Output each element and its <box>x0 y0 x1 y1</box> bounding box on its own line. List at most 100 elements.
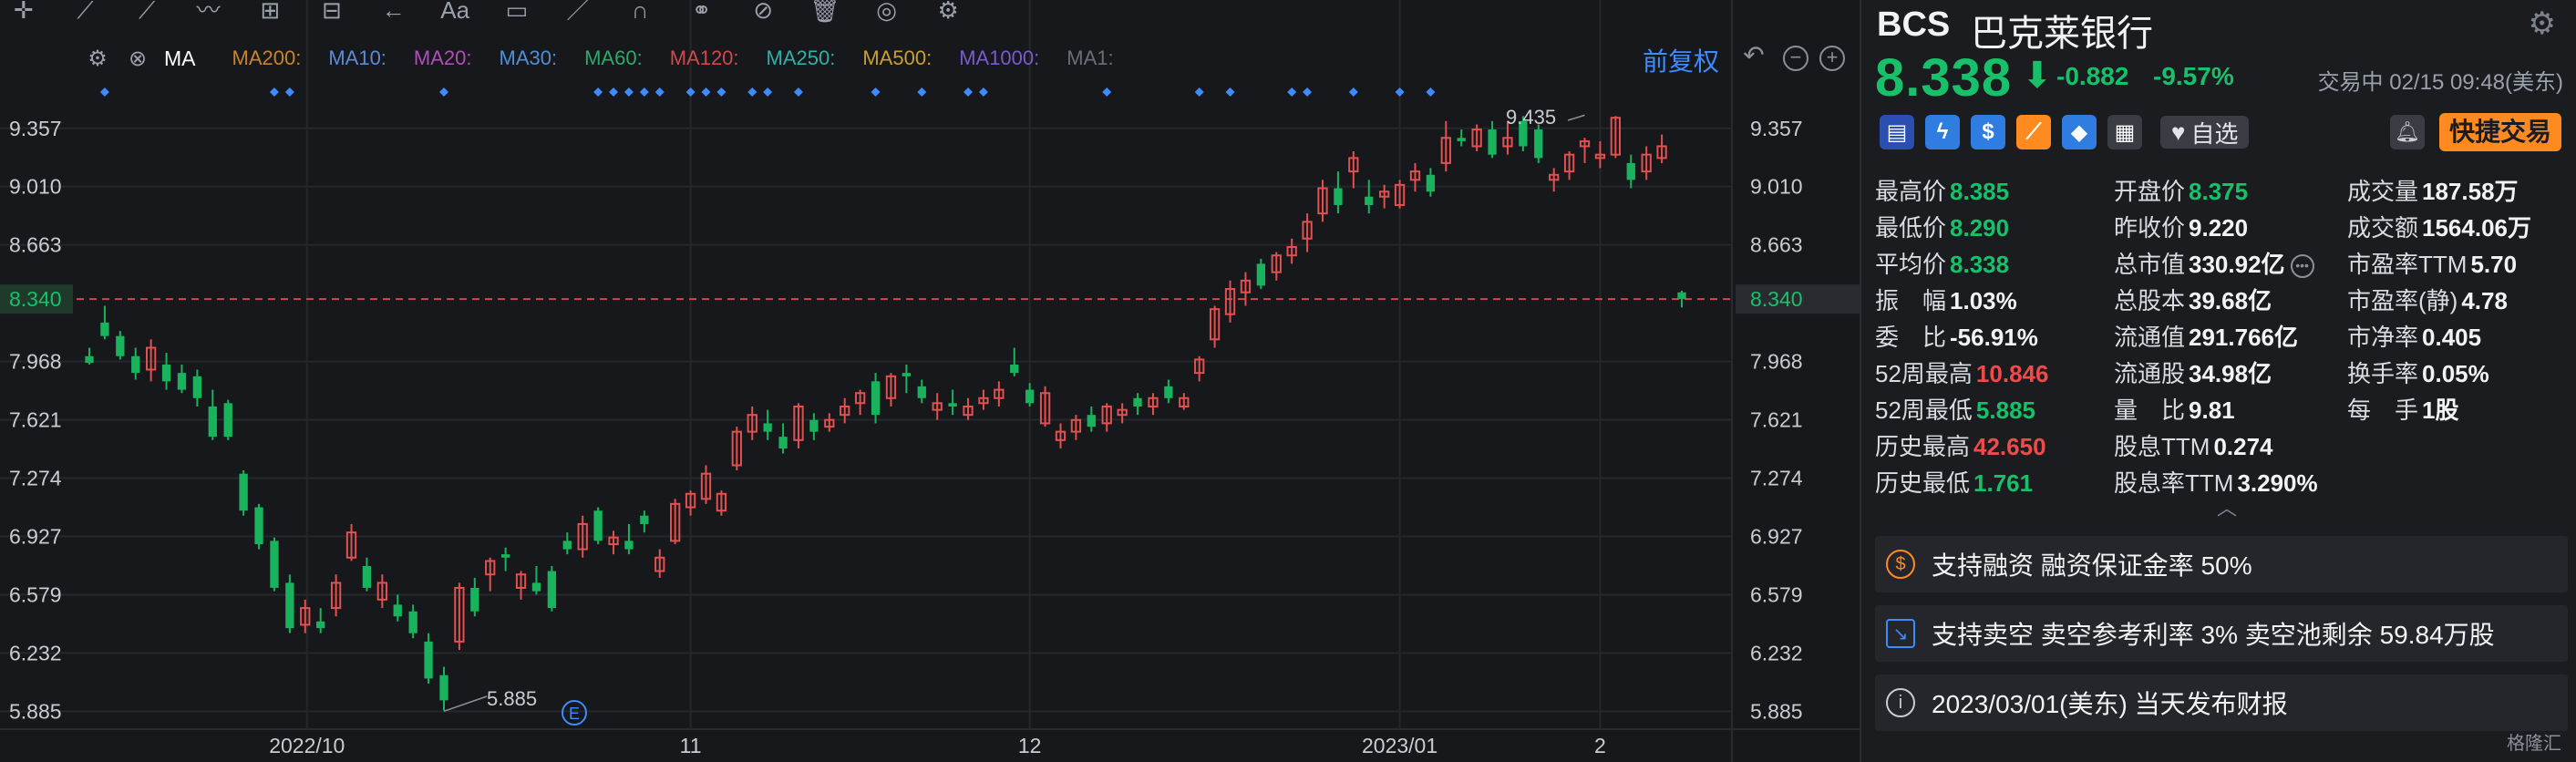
gear-icon[interactable]: ⚙ <box>88 46 108 71</box>
stat-label: 量 比 <box>2114 396 2186 424</box>
watchlist-button[interactable]: ♥ 自选 <box>2160 116 2250 149</box>
chevron-up-icon[interactable]: ︿ <box>2217 497 2238 520</box>
stat-value: 10.846 <box>1975 360 2049 387</box>
candle-body <box>1286 246 1297 257</box>
bell-icon[interactable]: 🔔︎ <box>2390 115 2425 149</box>
info-text: 支持卖空 卖空参考利率 3% 卖空池剩余 59.84万股 <box>1932 621 2495 649</box>
candle-body <box>854 392 866 405</box>
stat-value: 34.98亿 <box>2189 360 2272 387</box>
candlestick-chart[interactable]: 9.357 9.357 9.010 9.010 8.663 8.663 7.968 7.968… <box>0 0 1860 762</box>
ma-item[interactable]: MA1: <box>1066 46 1114 69</box>
more-icon[interactable]: ••• <box>2290 254 2314 279</box>
fib-tool-icon[interactable]: ⊞ <box>260 0 281 24</box>
info-text: 支持融资 融资保证金率 50% <box>1932 551 2252 580</box>
ma-item[interactable]: MA60: <box>584 46 643 69</box>
hide-icon[interactable]: ⊘ <box>753 0 774 24</box>
measure-tool-icon[interactable]: ⊟ <box>322 0 342 24</box>
stat-label: 成交额 <box>2347 214 2419 242</box>
candle-body <box>500 554 510 558</box>
stat-item: 成交量 187.58万 <box>2347 173 2519 207</box>
stat-label: 成交量 <box>2347 178 2419 205</box>
line-tool-icon[interactable]: ⟋ <box>77 0 94 24</box>
settings-icon[interactable]: ⚙ <box>937 0 959 24</box>
info-box[interactable]: i 2023/03/01(美东) 当天发布财报 <box>1875 674 2568 731</box>
zoom-out-icon[interactable]: − <box>1783 46 1808 71</box>
ma-dot <box>793 88 803 97</box>
earnings-event-label: E <box>569 705 580 723</box>
candle-body <box>316 621 325 629</box>
magnet-icon[interactable]: ∩ <box>631 0 649 24</box>
info-box[interactable]: $ 支持融资 融资保证金率 50% <box>1875 536 2568 592</box>
short-icon: ↘ <box>1886 619 1915 648</box>
stat-label: 昨收价 <box>2114 214 2186 242</box>
stat-label: 52周最高 <box>1875 360 1973 387</box>
delete-icon[interactable]: 🗑︎ <box>809 0 840 24</box>
stat-label: 委 比 <box>1875 324 1947 351</box>
stat-value: 8.375 <box>2189 178 2249 205</box>
stat-label: 52周最低 <box>1875 396 1973 424</box>
candle-body <box>963 406 974 417</box>
ma-dot <box>609 88 619 97</box>
ma-label[interactable]: MA <box>164 46 196 70</box>
ma-dot <box>1102 88 1112 97</box>
pen-tool-icon[interactable]: ／ <box>566 0 591 24</box>
crosshair-icon[interactable]: ✛ <box>13 0 34 24</box>
ma-dot <box>871 88 881 97</box>
ma-item[interactable]: MA1000: <box>959 46 1040 69</box>
zoom-in-icon[interactable]: + <box>1819 46 1845 71</box>
ma-item[interactable]: MA500: <box>862 46 933 69</box>
layers-icon[interactable]: ◎ <box>876 0 897 24</box>
ma-item[interactable]: MA30: <box>499 46 558 69</box>
close-icon[interactable]: ⊗ <box>128 46 148 71</box>
trend-icon[interactable]: ⟋ <box>2016 115 2051 149</box>
y-tick-label-left: 6.579 <box>9 583 62 607</box>
link-icon[interactable]: ⚭ <box>691 0 712 24</box>
gear-icon[interactable]: ⚙ <box>2528 6 2556 41</box>
candle-body <box>778 437 788 449</box>
candle-body <box>1409 170 1421 181</box>
stat-item: 市净率 0.405 <box>2347 319 2481 353</box>
candle-body <box>1148 396 1159 407</box>
stat-item: 52周最低 5.885 <box>1875 392 2035 426</box>
ma-item[interactable]: MA120: <box>669 46 739 69</box>
flash-icon[interactable]: ϟ <box>1925 115 1960 149</box>
stat-value: 5.885 <box>1975 396 2035 424</box>
arrow-tool-icon[interactable]: ← <box>381 0 406 24</box>
ma-item[interactable]: MA250: <box>766 46 836 69</box>
ma-dot <box>639 88 649 97</box>
note-tool-icon[interactable]: ▭ <box>505 0 529 24</box>
quick-trade-button[interactable]: 快捷交易 <box>2439 113 2561 151</box>
stat-label: 股息率TTM <box>2114 469 2234 497</box>
ma-item[interactable]: MA10: <box>328 46 386 69</box>
candle-body <box>840 406 850 417</box>
candle-body <box>1039 392 1051 425</box>
dollar-icon[interactable]: $ <box>1971 115 2005 149</box>
text-tool-icon[interactable]: Aa <box>440 0 470 24</box>
stat-item: 平均价 8.338 <box>1875 246 2009 280</box>
y-tick-label-right: 9.357 <box>1750 117 1803 140</box>
candle-body <box>885 375 897 399</box>
stat-item: 成交额 1564.06万 <box>2347 210 2531 243</box>
stat-value: 291.766亿 <box>2189 324 2298 351</box>
high-annotation: 9.435 <box>1506 106 1556 129</box>
ray-tool-icon[interactable]: ⟋ <box>138 0 156 24</box>
high-annotation-line <box>1567 114 1585 121</box>
chart-area[interactable]: 9.357 9.357 9.010 9.010 8.663 8.663 7.968 7.968… <box>0 0 1860 762</box>
info-box[interactable]: ↘ 支持卖空 卖空参考利率 3% 卖空池剩余 59.84万股 <box>1875 605 2568 662</box>
ma-item[interactable]: MA200: <box>232 46 302 69</box>
stat-value: 8.338 <box>1950 251 2010 278</box>
ma-item[interactable]: MA20: <box>413 46 472 69</box>
stat-value: 3.290% <box>2237 469 2318 497</box>
x-tick-label: 12 <box>1018 734 1042 757</box>
price-adjust-button[interactable]: 前复权 <box>1643 47 1720 76</box>
candle-body <box>1334 188 1343 205</box>
us-flag-icon[interactable]: ▤ <box>1880 115 1914 149</box>
candle-body <box>624 541 634 550</box>
undo-icon[interactable]: ↶ <box>1743 41 1765 69</box>
candle-body <box>485 560 496 576</box>
tag-icon[interactable]: ◆ <box>2062 115 2097 149</box>
info-icon: i <box>1886 688 1915 717</box>
doc-icon[interactable]: ▦ <box>2107 115 2142 149</box>
wave-tool-icon[interactable]: 〰 <box>196 0 221 24</box>
stat-label: 历史最低 <box>1875 469 1971 497</box>
